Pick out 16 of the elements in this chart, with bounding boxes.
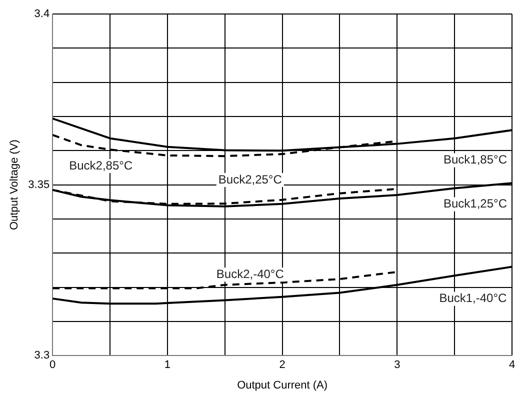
x-tick-label: 2 (279, 359, 286, 372)
y-axis-title: Output Voltage (V) (8, 140, 21, 230)
series-label: Buck1,-40°C (439, 291, 508, 306)
series-label: Buck1,85°C (444, 152, 508, 167)
y-tick-label: 3.35 (28, 178, 50, 191)
y-tick-label: 3.3 (34, 350, 50, 362)
x-tick-label: 1 (164, 359, 171, 372)
series-label: Buck2,85°C (69, 158, 133, 172)
x-axis-title: Output Current (A) (237, 379, 328, 392)
x-tick-label: 0 (50, 359, 56, 372)
y-tick-label: 3.4 (34, 8, 50, 20)
series-label: Buck1,25°C (444, 196, 508, 211)
x-tick-label: 3 (394, 359, 400, 372)
series-label: Buck2,25°C (218, 172, 282, 186)
x-tick-label: 4 (508, 359, 516, 372)
series-label: Buck2,-40°C (216, 266, 284, 281)
